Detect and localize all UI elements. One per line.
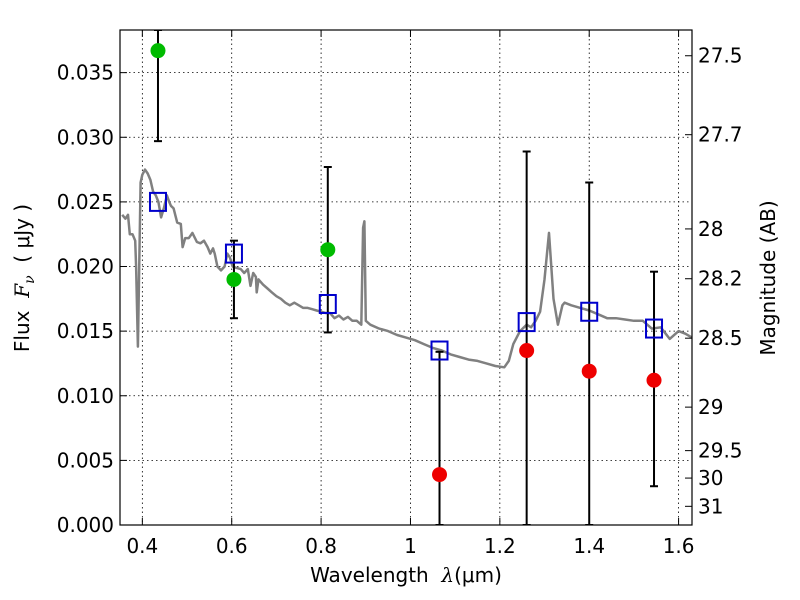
- detection-point: [226, 271, 242, 287]
- tick-marks: [120, 30, 692, 526]
- axes-frame: [119, 29, 693, 526]
- low-significance-point: [432, 467, 448, 483]
- x-tick-label: 1: [404, 534, 417, 558]
- detection-point: [150, 43, 166, 59]
- series-group: [121, 30, 692, 525]
- y2-tick-label: 31: [698, 494, 723, 518]
- filter-flux-box: [318, 293, 337, 314]
- detection-point: [320, 242, 336, 258]
- low-significance-point: [581, 363, 597, 379]
- y2-tick-label: 30: [698, 466, 723, 490]
- low-significance-point: [646, 372, 662, 388]
- x-tick-label: 0.6: [216, 534, 248, 558]
- filter-flux-box: [517, 312, 536, 333]
- filter-flux-box: [430, 340, 449, 361]
- grid-lines: [120, 30, 692, 526]
- x-axis-title: Wavelength λ(μm): [310, 563, 502, 587]
- y2-axis-title: Magnitude (AB): [756, 200, 780, 355]
- plot-area: [121, 30, 692, 525]
- model-spectrum-line: [121, 168, 692, 369]
- y-tick-label: 0.035: [57, 61, 114, 85]
- filter-flux-box: [148, 191, 167, 212]
- x-tick-label: 1.6: [663, 534, 695, 558]
- y-tick-label: 0.015: [57, 319, 114, 343]
- y-tick-label: 0.005: [57, 448, 114, 472]
- y-tick-label: 0.010: [57, 384, 114, 408]
- y2-tick-label: 27.5: [698, 44, 743, 68]
- y-tick-label: 0.030: [57, 125, 114, 149]
- x-tick-label: 0.4: [126, 534, 158, 558]
- y-tick-label: 0.025: [57, 190, 114, 214]
- filter-flux-box: [580, 301, 599, 322]
- filter-flux-box: [645, 318, 664, 339]
- x-tick-label: 1.2: [484, 534, 516, 558]
- y2-tick-label: 28.2: [698, 267, 743, 291]
- y2-tick-label: 29: [698, 395, 723, 419]
- y-tick-label: 0.020: [57, 255, 114, 279]
- x-tick-label: 1.4: [573, 534, 605, 558]
- y-tick-label: 0.000: [57, 513, 114, 537]
- y2-tick-label: 29.5: [698, 439, 743, 463]
- x-tick-label: 0.8: [305, 534, 337, 558]
- y2-tick-label: 28.5: [698, 326, 743, 350]
- tick-labels: 0.4 0.6 0.8 1 1.2 1.4 1.6 0.000 0.005 0.010 0.015 0…: [57, 44, 743, 558]
- y-axis-title: Flux Fν ( μJy ): [10, 204, 38, 352]
- y2-tick-label: 28: [698, 217, 723, 241]
- filter-flux-box: [224, 243, 243, 264]
- low-significance-point: [519, 343, 535, 359]
- y2-tick-label: 27.7: [698, 123, 743, 147]
